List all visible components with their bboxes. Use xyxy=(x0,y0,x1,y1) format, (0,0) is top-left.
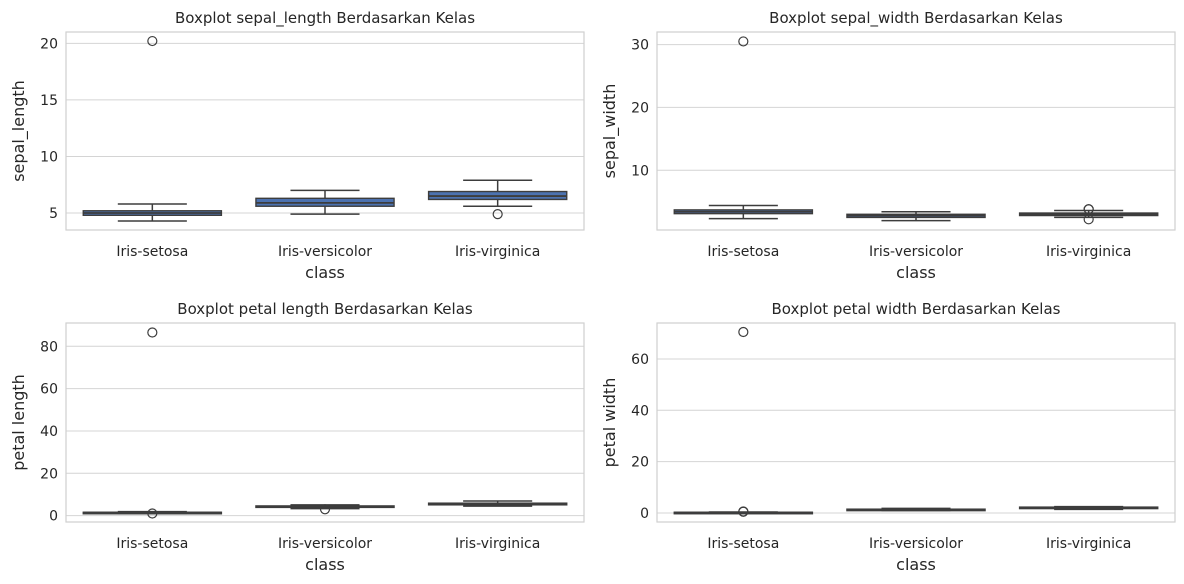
y-axis-label: petal width xyxy=(600,378,619,468)
x-tick-label: Iris-setosa xyxy=(707,244,779,260)
y-tick-label: 5 xyxy=(49,206,58,222)
y-axis-label: sepal_length xyxy=(9,80,29,182)
y-axis-label: sepal_width xyxy=(600,84,620,179)
axes-frame xyxy=(656,31,1176,231)
y-tick-label: 20 xyxy=(631,455,649,471)
y-tick-label: 10 xyxy=(631,163,649,179)
y-axis-label: petal length xyxy=(9,374,28,471)
y-tick-label: 15 xyxy=(40,93,58,109)
y-tick-label: 20 xyxy=(40,36,58,52)
chart-title: Boxplot sepal_length Berdasarkan Kelas xyxy=(175,9,475,28)
outlier-point xyxy=(738,36,749,47)
y-tick-label: 80 xyxy=(40,339,58,355)
x-tick-label: Iris-versicolor xyxy=(869,536,963,552)
axes-frame xyxy=(65,31,585,231)
chart-panel-1: 5 10 15 20 Iris-setosa Iris-versicolor Iris-vi… xyxy=(9,9,585,282)
outlier-point xyxy=(147,508,158,519)
outlier-point xyxy=(1083,204,1094,215)
box-iris-virginica xyxy=(1018,204,1159,225)
y-tick-label: 0 xyxy=(49,509,58,525)
chart-panel-4: 0 20 40 60 Iris-setosa Iris-versicolor Iris-vi… xyxy=(600,300,1176,574)
x-tick-label: Iris-versicolor xyxy=(278,244,372,260)
axes-frame xyxy=(65,322,585,523)
x-tick-label: Iris-virginica xyxy=(455,244,540,260)
box-iris-setosa xyxy=(82,35,223,222)
box-iris-virginica xyxy=(427,179,568,220)
x-tick-label: Iris-setosa xyxy=(116,536,188,552)
x-axis-label: class xyxy=(305,263,345,282)
box-iris-virginica xyxy=(1018,505,1159,511)
x-tick-label: Iris-virginica xyxy=(1046,244,1131,260)
box-iris-setosa xyxy=(673,326,814,517)
outlier-point xyxy=(319,504,331,515)
outlier-point xyxy=(147,35,158,47)
outlier-point xyxy=(738,326,749,338)
box-iris-setosa xyxy=(673,36,814,220)
outlier-point xyxy=(147,327,158,338)
y-tick-label: 60 xyxy=(631,352,649,368)
axes-frame xyxy=(656,322,1176,523)
y-tick-label: 40 xyxy=(40,424,58,440)
x-axis-label: class xyxy=(896,555,936,574)
x-axis-label: class xyxy=(305,555,345,574)
x-tick-label: Iris-virginica xyxy=(455,536,540,552)
y-tick-label: 40 xyxy=(631,403,649,419)
outlier-point xyxy=(492,209,503,220)
outlier-point xyxy=(1083,214,1094,225)
chart-title: Boxplot sepal_width Berdasarkan Kelas xyxy=(769,9,1063,28)
x-tick-label: Iris-virginica xyxy=(1046,536,1131,552)
box-iris-setosa xyxy=(82,327,223,519)
y-tick-label: 60 xyxy=(40,382,58,398)
y-tick-label: 30 xyxy=(631,38,649,54)
x-tick-label: Iris-versicolor xyxy=(869,244,963,260)
x-tick-label: Iris-setosa xyxy=(707,536,779,552)
chart-title: Boxplot petal length Berdasarkan Kelas xyxy=(177,300,473,318)
x-tick-label: Iris-versicolor xyxy=(278,536,372,552)
box-iris-versicolor xyxy=(255,504,395,515)
x-axis-label: class xyxy=(896,263,936,282)
box-iris-versicolor xyxy=(846,211,986,222)
y-tick-label: 10 xyxy=(40,149,58,165)
outlier-point xyxy=(738,506,749,517)
x-tick-label: Iris-setosa xyxy=(116,244,188,260)
box-iris-virginica xyxy=(427,500,568,507)
box-iris-versicolor xyxy=(846,507,986,512)
box-iris-versicolor xyxy=(255,189,395,215)
chart-panel-2: 10 20 30 Iris-setosa Iris-versicolor Iris-vir… xyxy=(600,9,1176,282)
y-tick-label: 20 xyxy=(631,100,649,116)
chart-title: Boxplot petal width Berdasarkan Kelas xyxy=(772,300,1061,318)
y-tick-label: 20 xyxy=(40,466,58,482)
chart-panel-3: 0 20 40 60 80 Iris-setosa Iris-versicolor Iris-… xyxy=(9,300,585,574)
y-tick-label: 0 xyxy=(640,506,649,522)
